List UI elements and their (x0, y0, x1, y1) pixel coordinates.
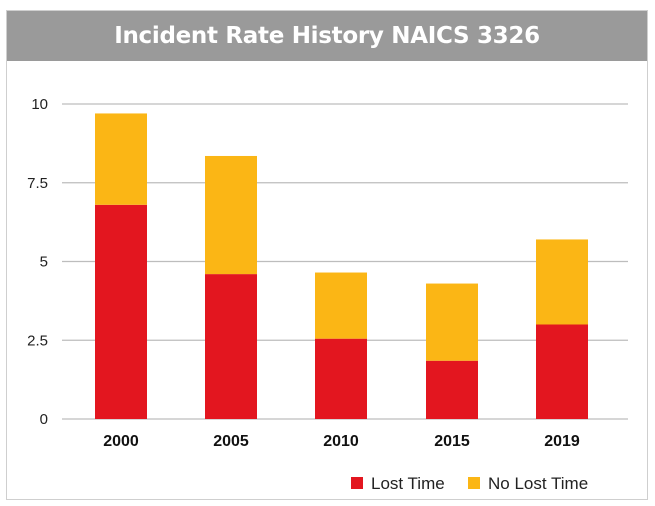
x-tick-label: 2019 (544, 433, 580, 450)
bar-no-lost-time-2000 (95, 113, 147, 204)
bar-no-lost-time-2005 (205, 156, 257, 274)
bar-lost-time-2019 (536, 325, 588, 420)
legend-label: Lost Time (371, 474, 445, 493)
bar-lost-time-2010 (315, 339, 367, 419)
y-tick-label: 5 (40, 254, 48, 271)
legend: Lost Time No Lost Time (351, 474, 588, 493)
x-tick-label: 2000 (103, 433, 139, 450)
x-axis-ticks: 2000 2005 2010 2015 2019 (103, 433, 580, 450)
bar-lost-time-2000 (95, 205, 147, 419)
bar-no-lost-time-2010 (315, 273, 367, 339)
bar-lost-time-2005 (205, 274, 257, 419)
y-tick-label: 2.5 (27, 332, 48, 349)
bars (95, 113, 588, 419)
y-tick-label: 10 (31, 96, 48, 113)
y-tick-label: 0 (40, 411, 48, 428)
y-tick-label: 7.5 (27, 175, 48, 192)
x-tick-label: 2010 (323, 433, 359, 450)
x-tick-label: 2015 (434, 433, 470, 450)
legend-swatch (351, 477, 363, 489)
x-tick-label: 2005 (213, 433, 249, 450)
legend-label: No Lost Time (488, 474, 588, 493)
y-axis-ticks: 0 2.5 5 7.5 10 (27, 96, 48, 428)
bar-no-lost-time-2019 (536, 239, 588, 324)
bar-lost-time-2015 (426, 361, 478, 419)
legend-swatch (468, 477, 480, 489)
bar-no-lost-time-2015 (426, 284, 478, 361)
